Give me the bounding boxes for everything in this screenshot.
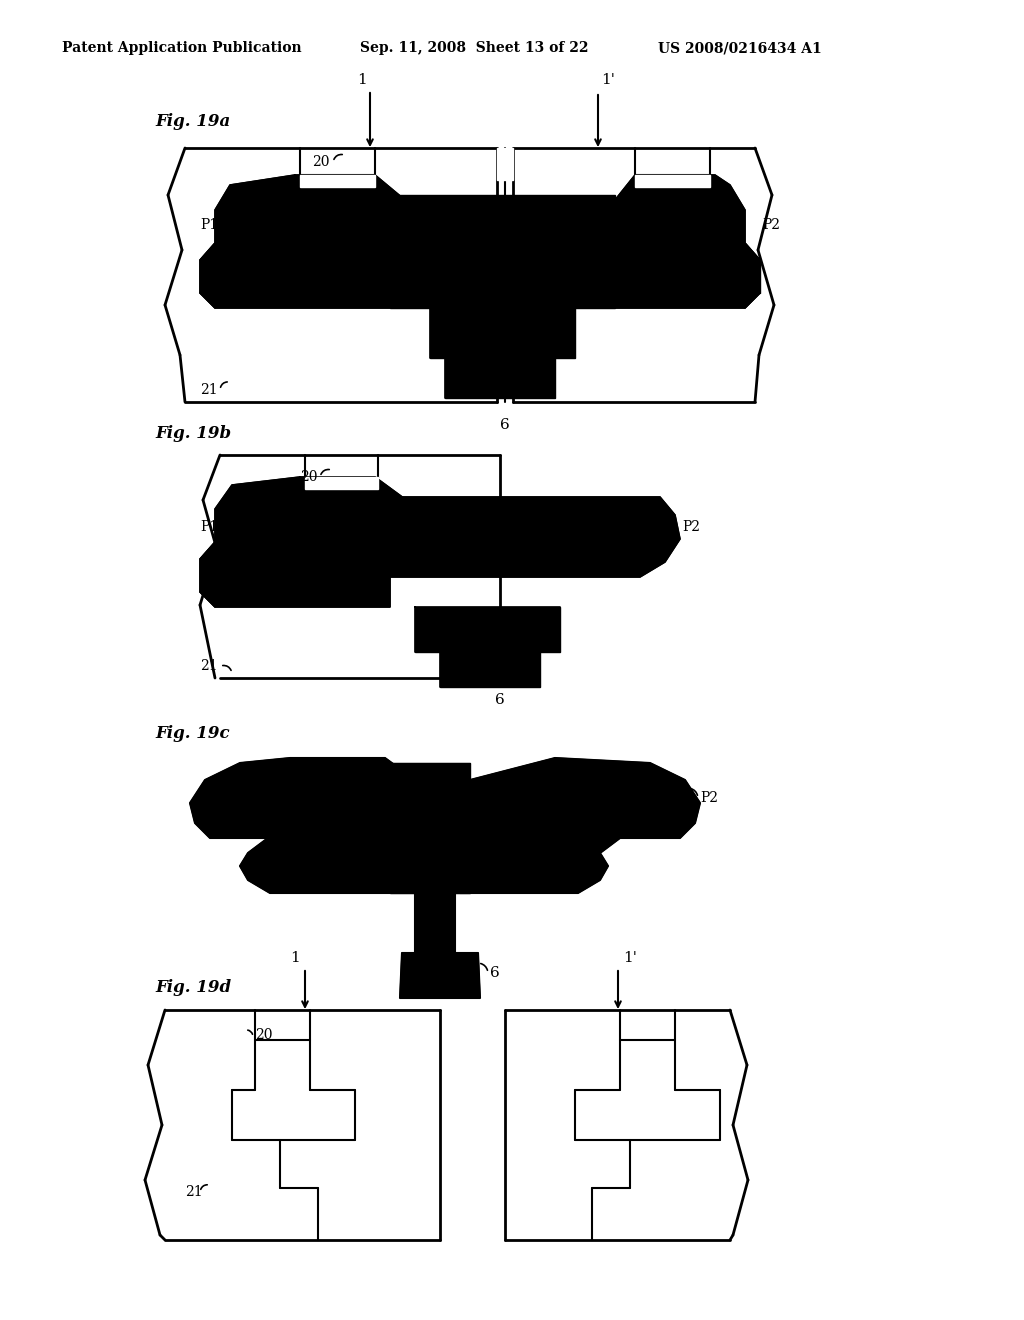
Polygon shape (190, 758, 420, 894)
Text: P2: P2 (762, 218, 780, 232)
Polygon shape (300, 176, 375, 187)
Text: 21: 21 (185, 1185, 203, 1199)
Polygon shape (450, 758, 700, 894)
Text: 6: 6 (500, 418, 510, 432)
Text: 1': 1' (601, 73, 615, 87)
Text: 20: 20 (255, 1028, 272, 1041)
Polygon shape (497, 148, 513, 180)
Text: 6: 6 (496, 693, 505, 708)
Polygon shape (200, 477, 410, 607)
Text: 21: 21 (201, 383, 218, 397)
Polygon shape (430, 308, 575, 399)
Polygon shape (390, 763, 470, 894)
Text: 1: 1 (290, 950, 300, 965)
Polygon shape (610, 176, 760, 308)
Text: Fig. 19d: Fig. 19d (155, 979, 231, 997)
Polygon shape (200, 176, 410, 308)
Text: 1: 1 (357, 73, 367, 87)
Text: US 2008/0216434 A1: US 2008/0216434 A1 (658, 41, 821, 55)
Text: Sep. 11, 2008  Sheet 13 of 22: Sep. 11, 2008 Sheet 13 of 22 (360, 41, 589, 55)
Polygon shape (390, 498, 680, 577)
Text: P2: P2 (682, 520, 700, 535)
Text: 21: 21 (201, 659, 218, 673)
Text: P1: P1 (260, 810, 278, 825)
Text: Fig. 19b: Fig. 19b (155, 425, 231, 441)
Polygon shape (305, 477, 378, 488)
Polygon shape (415, 607, 560, 686)
Text: Fig. 19c: Fig. 19c (155, 725, 229, 742)
Polygon shape (400, 894, 480, 998)
Text: Fig. 19a: Fig. 19a (155, 114, 230, 131)
Text: P1: P1 (200, 520, 218, 535)
Text: Patent Application Publication: Patent Application Publication (62, 41, 302, 55)
Polygon shape (635, 176, 710, 187)
Text: 1': 1' (623, 950, 637, 965)
Text: 20: 20 (312, 154, 330, 169)
Text: 20: 20 (300, 470, 318, 484)
Text: P1: P1 (200, 218, 218, 232)
Text: 6: 6 (490, 966, 500, 979)
Polygon shape (390, 195, 615, 308)
Text: P2: P2 (700, 791, 718, 805)
